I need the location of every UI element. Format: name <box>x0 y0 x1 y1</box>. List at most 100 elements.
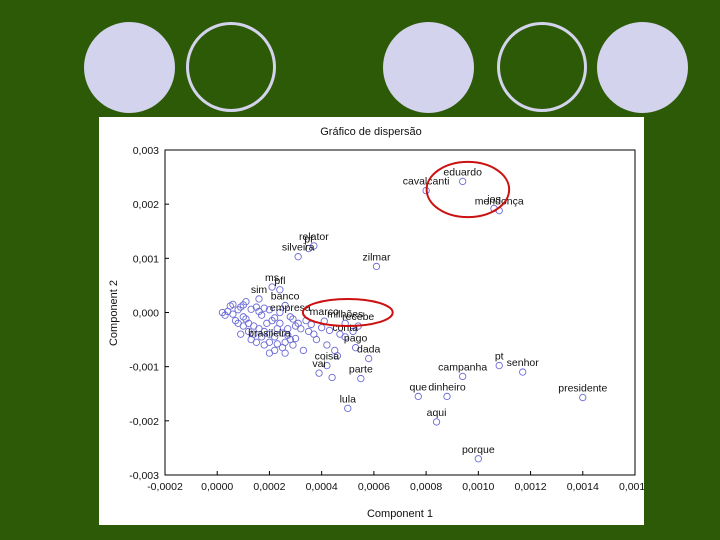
point-label: jos <box>486 194 500 206</box>
data-point <box>299 346 308 355</box>
data-point <box>284 325 292 333</box>
data-point <box>281 349 289 357</box>
x-tick-label: 0,0006 <box>358 481 390 493</box>
point-label: campanha <box>438 361 487 373</box>
y-tick-label: 0,001 <box>133 253 159 265</box>
data-point <box>260 304 268 312</box>
data-point <box>495 361 503 370</box>
data-point <box>231 316 240 325</box>
data-point <box>271 314 279 322</box>
y-axis-title: Component 2 <box>108 280 120 346</box>
point-label: brasileira <box>248 327 291 339</box>
x-tick-label: 0,0002 <box>253 481 285 493</box>
chart-panel: Gráfico de dispersão -0,0002 0,0000 0,0002… <box>99 117 644 525</box>
point-label: presidente <box>558 383 607 395</box>
y-tick-label: 0,002 <box>133 199 159 211</box>
x-tick-label: 0,0012 <box>514 481 546 493</box>
data-point <box>328 373 336 382</box>
data-point <box>519 368 527 376</box>
data-point <box>291 334 300 343</box>
data-point <box>459 372 467 381</box>
scatter-plot: Gráfico de dispersão -0,0002 0,0000 0,0002… <box>108 126 644 520</box>
data-point <box>239 313 247 321</box>
point-label: banco <box>271 290 300 302</box>
data-point <box>234 306 242 314</box>
y-tick-label: -0,001 <box>129 362 159 374</box>
point-label: sim <box>251 284 268 296</box>
data-point <box>273 340 281 348</box>
data-point <box>372 262 381 271</box>
point-cluster <box>218 298 357 382</box>
decor-circle <box>383 22 474 113</box>
data-point <box>414 392 422 401</box>
point-label: empresa <box>270 302 311 314</box>
point-label: vai <box>312 358 325 370</box>
point-label: silveira <box>282 242 315 254</box>
data-point <box>323 361 331 370</box>
data-point <box>432 418 441 426</box>
point-label: dada <box>357 344 381 356</box>
decor-ring <box>497 22 587 112</box>
point-label: lula <box>340 393 357 405</box>
point-label: dinheiro <box>428 381 466 393</box>
data-point <box>255 307 263 316</box>
data-point <box>304 244 313 253</box>
data-point <box>265 306 274 314</box>
point-label: eduardo <box>443 166 482 178</box>
data-point <box>333 352 341 360</box>
point-label: pt <box>495 351 504 363</box>
point-label: senhor <box>507 357 540 369</box>
data-point <box>349 327 357 336</box>
data-point <box>265 338 274 346</box>
data-point <box>257 333 266 341</box>
data-point <box>237 330 245 338</box>
point-label: ms <box>265 272 279 284</box>
highlight-ellipses <box>301 160 511 328</box>
data-point <box>294 253 302 261</box>
data-point <box>234 319 242 327</box>
x-tick-label: 0,0004 <box>306 481 338 493</box>
data-point <box>276 308 284 317</box>
y-tick-label: -0,003 <box>129 470 159 482</box>
x-tick-label: 0,0008 <box>410 481 442 493</box>
data-point <box>252 338 261 346</box>
highlight-ellipse <box>301 297 394 328</box>
point-label: marco <box>310 306 339 318</box>
data-point <box>271 333 279 341</box>
data-point <box>289 315 297 323</box>
decor-circle <box>597 22 688 113</box>
data-point <box>265 349 274 357</box>
point-label: que <box>410 381 428 393</box>
point-label: cavalcanti <box>403 176 450 188</box>
point-label: coisa <box>315 351 340 363</box>
data-point <box>281 301 289 310</box>
point-label: porque <box>462 444 495 456</box>
data-point <box>344 404 352 413</box>
highlight-ellipse <box>425 160 511 219</box>
data-point <box>242 298 250 306</box>
x-axis-ticks: -0,0002 0,0000 0,0002 0,0004 0,0006 0,0008 0,0… <box>147 471 644 493</box>
point-label: pago <box>344 333 368 345</box>
data-point <box>443 392 451 401</box>
data-point <box>229 310 237 318</box>
data-point <box>276 286 284 294</box>
point-label: parte <box>349 364 373 376</box>
data-point <box>341 333 349 341</box>
x-tick-label: 0,0010 <box>462 481 494 493</box>
point-label: zilmar <box>363 251 392 263</box>
data-point <box>312 335 321 344</box>
data-point <box>276 319 284 327</box>
point-label: relator <box>299 231 329 243</box>
x-axis-title: Component 1 <box>367 508 433 520</box>
data-point <box>289 341 297 349</box>
y-tick-label: 0,000 <box>133 308 159 320</box>
data-point <box>323 341 331 349</box>
decor-ring <box>186 22 276 112</box>
data-point <box>315 369 323 377</box>
data-point <box>474 455 482 463</box>
point-label: mendonça <box>475 196 524 208</box>
data-point <box>459 177 467 186</box>
data-point <box>268 283 276 291</box>
point-label: pfl <box>274 275 285 287</box>
